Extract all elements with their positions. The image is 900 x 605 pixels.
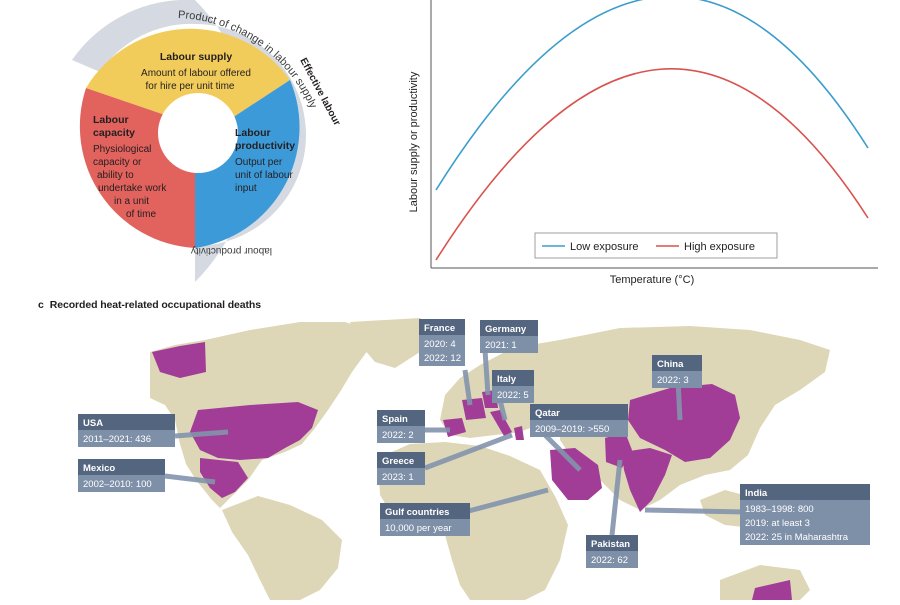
callout-italy: Italy 2022: 5	[492, 370, 534, 403]
callout-value: 2002–2010: 100	[83, 479, 152, 490]
country-france	[462, 398, 486, 420]
x-axis-label: Temperature (°C)	[610, 274, 694, 286]
callout-value: 2022: 25 in Maharashtra	[745, 532, 849, 543]
labour-capacity-title-2: capacity	[93, 127, 135, 139]
callout-spain: Spain 2022: 2	[377, 410, 425, 443]
callout-title: Gulf countries	[385, 507, 449, 518]
callout-value: 2011–2021: 436	[83, 434, 151, 445]
labour-supply-desc-1: Amount of labour offered	[141, 68, 251, 79]
callout-title: Italy	[497, 374, 517, 385]
labour-supply-title: Labour supply	[160, 51, 232, 63]
legend-low-label: Low exposure	[570, 241, 639, 253]
panel-letter: c	[38, 299, 44, 311]
segment-labour-productivity	[195, 80, 300, 248]
callout-value: 2019: at least 3	[745, 518, 810, 529]
callout-value: 2022: 2	[382, 430, 414, 441]
labour-productivity-title-1: Labour	[235, 127, 271, 139]
callout-value: 2022: 3	[657, 375, 689, 386]
labour-supply-desc-2: for hire per unit time	[146, 81, 235, 92]
country-usa	[190, 402, 318, 460]
labour-capacity-title-1: Labour	[93, 114, 129, 126]
y-axis-label: Labour supply or productivity	[408, 71, 420, 212]
callout-value: 1983–1998: 800	[745, 504, 814, 515]
callout-france: France 2020: 4 2022: 12	[419, 319, 465, 366]
callout-mexico: Mexico 2002–2010: 100	[78, 459, 165, 492]
high-exposure-curve	[435, 68, 869, 261]
labour-capacity-desc-line: capacity or	[93, 157, 142, 168]
country-india	[622, 448, 672, 512]
donut-hole	[158, 93, 238, 173]
labour-capacity-desc-line: in a unit	[114, 196, 149, 207]
callout-value: 10,000 per year	[385, 523, 452, 534]
callout-value: 2022: 62	[591, 555, 628, 566]
callout-china: China 2022: 3	[652, 355, 702, 388]
labour-capacity-desc-line: undertake work	[98, 183, 167, 194]
country-gulf	[550, 448, 602, 500]
callout-title: Qatar	[535, 408, 560, 419]
labour-capacity-desc-line: Physiological	[93, 144, 151, 155]
legend-high-label: High exposure	[684, 241, 755, 253]
labour-productivity-desc-line: unit of labour	[235, 170, 293, 181]
country-australia-north	[752, 580, 792, 600]
labour-capacity-desc: Physiological capacity or ability to undert…	[93, 144, 167, 220]
callout-title: Germany	[485, 324, 527, 335]
labour-productivity-desc-line: input	[235, 183, 257, 194]
callout-qatar: Qatar 2009–2019: >550	[530, 404, 628, 437]
map-title-text: Recorded heat-related occupational death…	[49, 299, 261, 311]
labour-productivity-title-2: productivity	[235, 140, 295, 152]
country-greece	[514, 426, 524, 440]
highlighted-countries	[152, 342, 792, 600]
callout-value: 2009–2019: >550	[535, 424, 609, 435]
labour-productivity-desc: Output per unit of labour input	[235, 157, 293, 194]
callout-title: China	[657, 359, 684, 370]
segment-labour-capacity	[79, 88, 195, 248]
country-mexico	[200, 458, 248, 498]
callout-title: Greece	[382, 456, 414, 467]
callout-india: India 1983–1998: 800 2019: at least 3 2022:…	[740, 484, 870, 545]
labour-capacity-desc-line: of time	[126, 209, 156, 220]
callout-gulf: Gulf countries 10,000 per year	[380, 503, 470, 536]
callout-title: Mexico	[83, 463, 115, 474]
map-title: c Recorded heat-related occupational deat…	[38, 299, 261, 311]
callout-title: Pakistan	[591, 539, 630, 550]
temperature-curve-chart: Labour supply or productivity Temperatur…	[400, 0, 900, 300]
labour-capacity-desc-line: ability to	[97, 170, 134, 181]
callout-greece: Greece 2023: 1	[377, 452, 425, 485]
ring-left-wing	[72, 0, 195, 72]
world-map: USA 2011–2021: 436 Mexico 2002–2010: 100 Fra…	[0, 315, 900, 600]
callout-title: India	[745, 488, 768, 499]
labour-productivity-desc-line: Output per	[235, 157, 283, 168]
callout-title: France	[424, 323, 455, 334]
callout-pakistan: Pakistan 2022: 62	[586, 535, 638, 568]
callout-germany: Germany 2021: 1	[480, 320, 538, 353]
low-exposure-curve	[435, 0, 869, 191]
segment-labour-supply	[86, 28, 290, 118]
country-alaska	[152, 342, 206, 378]
effective-labour-diagram: Product of change in labour supply Effec…	[0, 0, 400, 290]
callout-value: 2023: 1	[382, 472, 414, 483]
callout-value: 2022: 5	[497, 390, 529, 401]
callout-value: 2021: 1	[485, 340, 517, 351]
country-china	[628, 384, 740, 462]
callout-title: USA	[83, 418, 103, 429]
callout-value: 2020: 4	[424, 339, 456, 350]
callout-title: Spain	[382, 414, 408, 425]
country-italy	[490, 410, 512, 436]
callout-value: 2022: 12	[424, 353, 461, 364]
callout-usa: USA 2011–2021: 436	[78, 414, 175, 447]
callouts: USA 2011–2021: 436 Mexico 2002–2010: 100 Fra…	[78, 319, 870, 568]
ring-text-bottom: labour productivity	[191, 245, 272, 256]
